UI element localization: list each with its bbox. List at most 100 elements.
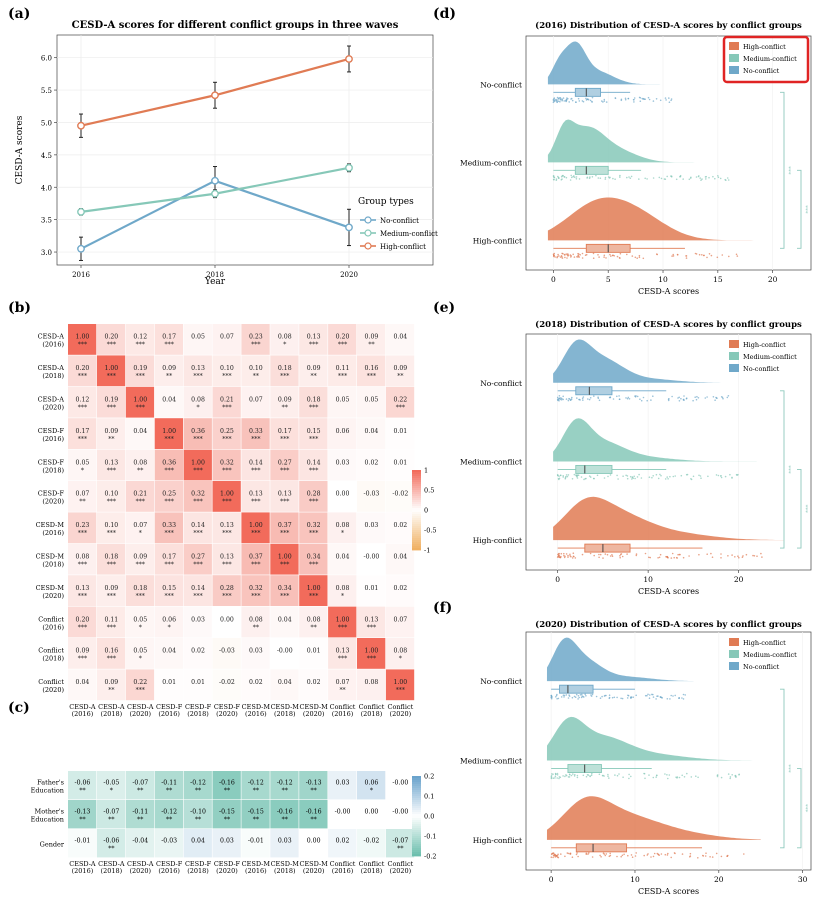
rain-point: [569, 254, 572, 256]
legend-label: High-conflict: [380, 243, 426, 251]
rain-point: [622, 475, 624, 478]
rain-point: [657, 477, 660, 480]
rain-point: [559, 99, 562, 101]
rain-point: [554, 777, 556, 779]
rain-point: [670, 176, 673, 178]
colorbar-step: [412, 786, 421, 789]
x-tick-label: 2016: [72, 271, 90, 279]
rain-point: [582, 399, 584, 401]
cell-stars: **: [108, 817, 114, 824]
rain-point: [553, 98, 555, 100]
rain-point: [714, 177, 716, 180]
cell-stars: **: [108, 846, 114, 853]
density-cloud: [553, 496, 784, 541]
rain-point: [625, 397, 627, 399]
rain-point: [599, 854, 601, 857]
x-tick-label: 30: [798, 875, 808, 884]
rain-point: [616, 474, 618, 477]
colorbar-step: [412, 776, 421, 779]
heatmap-cell: [328, 386, 357, 418]
rain-point: [635, 553, 638, 555]
rain-point: [694, 396, 696, 399]
rain-point: [623, 853, 625, 856]
legend-swatch: [729, 54, 739, 62]
rain-point: [695, 253, 698, 255]
cell-value: -0.00: [277, 648, 293, 655]
heatmap-cell: [68, 324, 97, 355]
rain-point: [707, 475, 709, 478]
rain-point: [603, 254, 606, 257]
col-label: CESD-F: [185, 860, 212, 868]
heatmap-cell: [357, 324, 386, 355]
heatmap-cell: [270, 575, 299, 606]
row-label-year: (2016): [42, 623, 64, 631]
cell-stars: **: [137, 817, 143, 824]
rain-point: [577, 474, 580, 477]
cell-value: 0.17: [278, 428, 292, 435]
colorbar-step: [412, 832, 421, 835]
rain-point: [700, 179, 702, 181]
rain-point: [627, 854, 629, 857]
rain-point: [720, 855, 723, 858]
significance-stars: ***: [802, 205, 808, 214]
rain-point: [565, 176, 568, 179]
colorbar-step: [412, 810, 421, 813]
heatmap-cell: [96, 418, 126, 449]
cell-stars: ***: [136, 373, 145, 380]
rain-point: [571, 557, 574, 559]
col-label: CESD-A: [127, 860, 154, 868]
rain-point: [671, 552, 674, 555]
cell-value: 1.00: [76, 334, 90, 341]
heatmap-cell: [357, 355, 386, 387]
group-label: Medium-conflict: [460, 158, 522, 167]
heatmap-cell: [328, 771, 357, 800]
row-label-line2: Education: [31, 816, 64, 824]
rain-point: [560, 696, 563, 698]
row-label: CESD-A: [38, 396, 65, 404]
heatmap-cell: [241, 386, 270, 418]
heatmap-cell: [357, 771, 386, 800]
cell-stars: ***: [136, 342, 145, 349]
rain-point: [598, 399, 601, 402]
rain-point: [583, 696, 585, 698]
heatmap-cell: [241, 449, 270, 481]
panel-label-e: (e): [433, 300, 455, 316]
rain-point: [642, 396, 645, 399]
col-label-year: (2020): [129, 710, 151, 718]
rain-point: [664, 853, 667, 856]
rain-point: [627, 694, 630, 697]
heatmap-cell: [154, 800, 183, 829]
rain-point: [556, 774, 559, 776]
rain-point: [581, 100, 584, 102]
rain-point: [581, 397, 584, 400]
colorbar-step: [412, 790, 421, 793]
rain-point: [605, 694, 607, 697]
cell-value: 0.34: [307, 554, 321, 561]
chart-title: CESD-A scores for different conflict gro…: [72, 20, 399, 31]
cell-value: 0.08: [307, 616, 321, 623]
rain-point: [731, 774, 733, 776]
heatmap-cell: [96, 800, 126, 829]
cell-stars: **: [166, 373, 172, 380]
heatmap-cell: [212, 575, 241, 606]
rain-point: [716, 397, 718, 400]
cell-stars: ***: [136, 499, 145, 506]
rain-point: [619, 555, 621, 557]
cell-value: 0.04: [76, 679, 90, 686]
rain-point: [629, 177, 632, 179]
rain-point: [587, 398, 589, 400]
cell-value: 0.34: [278, 585, 292, 592]
cell-stars: ***: [367, 373, 376, 380]
box-body: [575, 464, 613, 474]
rain-point: [588, 177, 591, 180]
cell-value: 0.09: [133, 554, 147, 561]
rain-point: [578, 178, 581, 180]
cell-stars: *: [139, 530, 142, 537]
rain-point: [605, 101, 608, 103]
rain-point: [677, 553, 679, 556]
rain-point: [678, 776, 681, 779]
cell-value: 0.03: [278, 838, 292, 845]
cell-value: 0.23: [249, 334, 263, 341]
rain-point: [551, 696, 553, 699]
heatmap-cell: [68, 355, 97, 387]
